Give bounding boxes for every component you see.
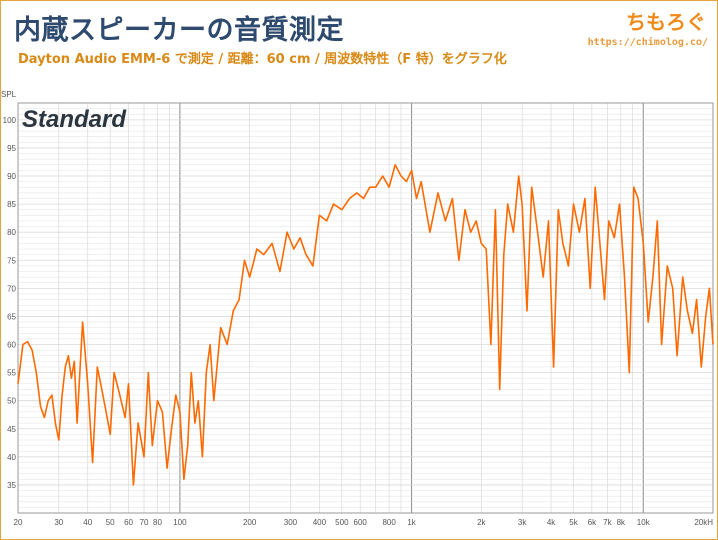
x-tick-label: 100 — [173, 518, 187, 527]
x-tick-label: 7k — [603, 518, 612, 527]
x-tick-label: 500 — [335, 518, 349, 527]
x-tick-labels: 20 30 40 50 60 70 80 100 200 300 400 500 600 800 1k 2k 3… — [14, 518, 714, 527]
x-tick-label: 3k — [518, 518, 527, 527]
x-tick-label: 20 — [14, 518, 23, 527]
x-tick-label: 8k — [617, 518, 626, 527]
x-tick-label: 80 — [153, 518, 162, 527]
chart-series-group — [17, 164, 714, 486]
y-tick-label: 85 — [7, 200, 16, 209]
plot-border — [17, 102, 714, 514]
y-tick-label: 55 — [7, 369, 16, 378]
spl-series-line — [17, 164, 714, 486]
x-tick-label: 40 — [83, 518, 92, 527]
y-tick-label: 50 — [7, 397, 16, 406]
plot-background — [18, 103, 713, 513]
y-tick-label: 80 — [7, 228, 16, 237]
y-tick-labels: 35 40 45 50 55 60 65 70 75 80 85 90 95 100 — [3, 116, 17, 490]
x-tick-label: 400 — [313, 518, 327, 527]
x-tick-label: 10k — [637, 518, 651, 527]
x-tick-label: 600 — [354, 518, 368, 527]
y-tick-label: 100 — [3, 116, 17, 125]
y-tick-label: 65 — [7, 312, 16, 321]
x-tick-label: 2k — [477, 518, 486, 527]
y-tick-label: 35 — [7, 481, 16, 490]
y-tick-label: 70 — [7, 284, 16, 293]
x-tick-label: 800 — [382, 518, 396, 527]
x-tick-label: 50 — [106, 518, 115, 527]
x-tick-label: 200 — [243, 518, 257, 527]
chart-mode-label: Standard — [22, 106, 127, 133]
y-axis-label: SPL — [1, 90, 17, 99]
y-tick-label: 45 — [7, 425, 16, 434]
y-tick-label: 75 — [7, 256, 16, 265]
x-tick-label: 300 — [284, 518, 298, 527]
chart-grid — [17, 102, 714, 514]
brand-url: https://chimolog.co/ — [587, 37, 708, 48]
x-tick-label: 6k — [588, 518, 597, 527]
x-tick-label: 20kH — [694, 518, 713, 527]
y-tick-label: 60 — [7, 341, 16, 350]
x-tick-label: 1k — [407, 518, 416, 527]
page-subtitle: Dayton Audio EMM-6 で測定 / 距離：60 cm / 周波数特… — [18, 52, 507, 67]
x-tick-label: 4k — [547, 518, 556, 527]
page-title: 内蔵スピーカーの音質測定 — [14, 15, 344, 46]
x-tick-label: 60 — [124, 518, 133, 527]
y-tick-label: 40 — [7, 453, 16, 462]
brand-logo: ちもろぐ — [626, 10, 706, 34]
x-tick-label: 5k — [569, 518, 578, 527]
x-tick-label: 70 — [140, 518, 149, 527]
x-tick-label: 30 — [54, 518, 63, 527]
y-tick-label: 95 — [7, 144, 16, 153]
y-tick-label: 90 — [7, 172, 16, 181]
